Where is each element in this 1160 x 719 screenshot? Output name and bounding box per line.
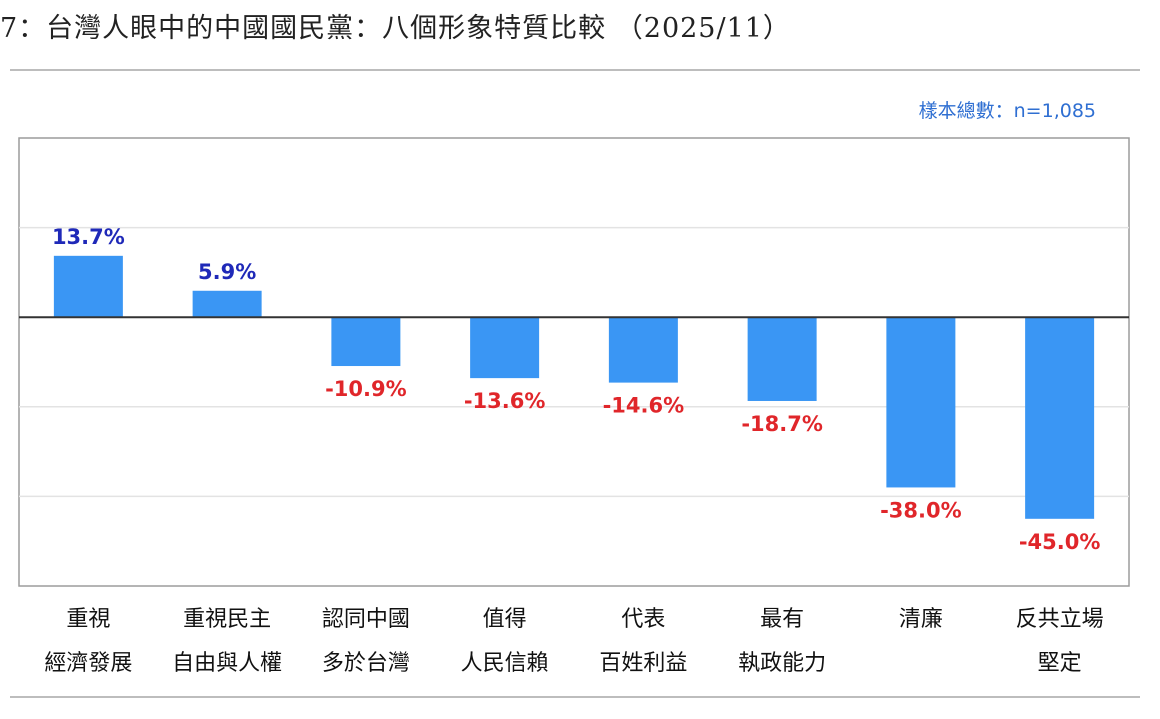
data-label: -10.9%	[325, 377, 407, 401]
sample-size-label: 樣本總數：n=1,085	[918, 100, 1096, 122]
category-label: 清廉	[899, 607, 943, 632]
value-labels: 13.7% 5.9% -10.9% -13.6% -14.6% -18.7% -38.0% -…	[52, 225, 1100, 554]
category-label: 堅定	[1038, 651, 1082, 676]
bar	[1025, 317, 1095, 519]
bar	[53, 255, 123, 318]
bar	[886, 317, 956, 488]
category-label: 代表	[621, 607, 665, 632]
bar	[747, 317, 817, 401]
category-label: 多於台灣	[322, 651, 410, 676]
category-label: 經濟發展	[44, 651, 132, 676]
category-label: 自由與人權	[172, 651, 282, 676]
bars	[53, 255, 1095, 519]
bar	[608, 317, 678, 383]
category-label: 最有	[760, 607, 804, 632]
chart-title: 7：台灣人眼中的中國國民黨：八個形象特質比較 （2025/11）	[0, 13, 791, 44]
bar	[192, 290, 262, 318]
category-label: 重視民主	[183, 607, 271, 632]
bar	[331, 317, 401, 367]
data-label: -38.0%	[880, 498, 962, 522]
category-label: 反共立場	[1016, 607, 1104, 632]
category-label: 認同中國	[322, 607, 410, 632]
bar	[470, 317, 540, 379]
data-label: -13.6%	[464, 389, 546, 413]
data-label: 5.9%	[198, 260, 256, 284]
top-divider	[10, 69, 1140, 71]
category-label: 重視	[66, 607, 110, 632]
data-label: -14.6%	[603, 394, 685, 418]
data-label: -45.0%	[1019, 530, 1101, 554]
category-label: 執政能力	[738, 651, 826, 676]
category-label: 人民信賴	[461, 651, 549, 676]
bottom-divider	[10, 696, 1140, 698]
category-label: 值得	[483, 607, 527, 632]
category-label: 百姓利益	[599, 651, 687, 676]
data-label: -18.7%	[741, 412, 823, 436]
plot-frame	[18, 137, 1130, 587]
data-label: 13.7%	[52, 225, 125, 249]
